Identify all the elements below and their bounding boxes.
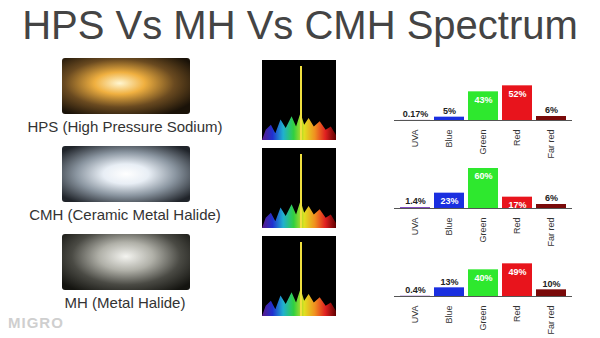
svg-text:UVA: UVA: [410, 218, 420, 236]
svg-text:Far red: Far red: [546, 130, 556, 159]
svg-text:Green: Green: [478, 130, 488, 155]
svg-text:Green: Green: [478, 306, 488, 331]
svg-text:UVA: UVA: [410, 130, 420, 148]
html-text:MIGRO: MIGRO: [8, 314, 64, 331]
svg-text:6%: 6%: [545, 193, 558, 203]
svg-text:Red: Red: [512, 130, 522, 147]
html-text:MH (Metal Halide): MH (Metal Halide): [64, 294, 186, 311]
svg-text:0.17%: 0.17%: [403, 109, 429, 119]
svg-text:1.4%: 1.4%: [405, 196, 426, 206]
svg-text:13%: 13%: [440, 277, 458, 287]
svg-text:40%: 40%: [474, 273, 492, 283]
svg-text:Red: Red: [512, 218, 522, 235]
svg-text:60%: 60%: [474, 171, 492, 181]
svg-text:6%: 6%: [545, 105, 558, 115]
svg-text:Red: Red: [512, 306, 522, 323]
svg-text:49%: 49%: [508, 267, 526, 277]
html-text:HPS Vs MH Vs CMH Spectrum: HPS Vs MH Vs CMH Spectrum: [22, 3, 578, 47]
html-text:HPS (High Pressure Sodium): HPS (High Pressure Sodium): [27, 118, 223, 135]
svg-text:Blue: Blue: [444, 218, 454, 236]
svg-text:Far red: Far red: [546, 218, 556, 247]
svg-text:43%: 43%: [474, 95, 492, 105]
svg-text:5%: 5%: [443, 106, 456, 116]
svg-text:23%: 23%: [440, 196, 458, 206]
svg-text:UVA: UVA: [410, 306, 420, 324]
svg-text:Far red: Far red: [546, 306, 556, 335]
html-text:CMH (Ceramic Metal Halide): CMH (Ceramic Metal Halide): [29, 206, 221, 223]
svg-text:17%: 17%: [508, 200, 526, 210]
svg-text:52%: 52%: [508, 89, 526, 99]
svg-text:Green: Green: [478, 218, 488, 243]
svg-text:0.4%: 0.4%: [405, 285, 426, 295]
svg-text:Blue: Blue: [444, 130, 454, 148]
svg-text:10%: 10%: [542, 279, 560, 289]
svg-text:Blue: Blue: [444, 306, 454, 324]
